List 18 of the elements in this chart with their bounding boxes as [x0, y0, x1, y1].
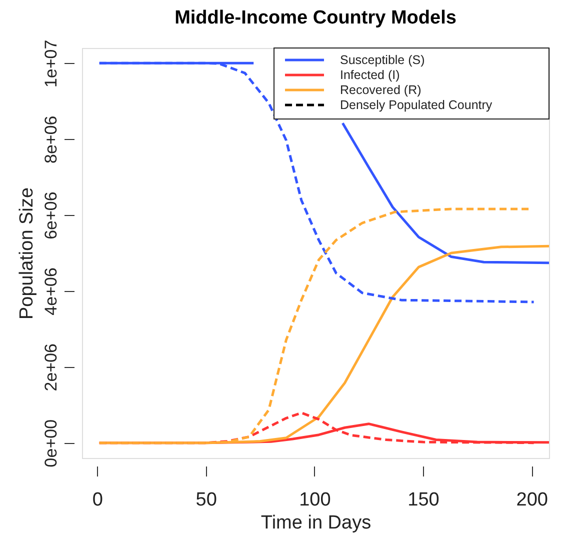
- x-tick-label: 50: [196, 490, 217, 510]
- x-tick-label: 100: [299, 490, 331, 510]
- y-axis-title: Population Size: [16, 187, 38, 320]
- y-tick-label: 2e+06: [42, 344, 60, 392]
- y-tick-label: 1e+07: [42, 40, 60, 88]
- y-tick-label: 4e+06: [42, 268, 60, 316]
- x-tick-label: 200: [516, 490, 548, 510]
- y-tick-label: 8e+06: [42, 116, 60, 164]
- legend-label: Susceptible (S): [340, 53, 425, 67]
- x-axis-title: Time in Days: [260, 512, 372, 533]
- x-tick-label: 150: [408, 490, 440, 510]
- x-tick-label: 0: [92, 490, 103, 510]
- y-tick-label: 6e+06: [42, 192, 60, 240]
- legend-label: Infected (I): [340, 68, 400, 82]
- chart-title: Middle-Income Country Models: [174, 7, 456, 28]
- annotation: Densely Populated Country: [340, 98, 493, 112]
- legend-label: Recovered (R): [340, 83, 422, 97]
- y-tick-label: 0e+00: [42, 419, 60, 468]
